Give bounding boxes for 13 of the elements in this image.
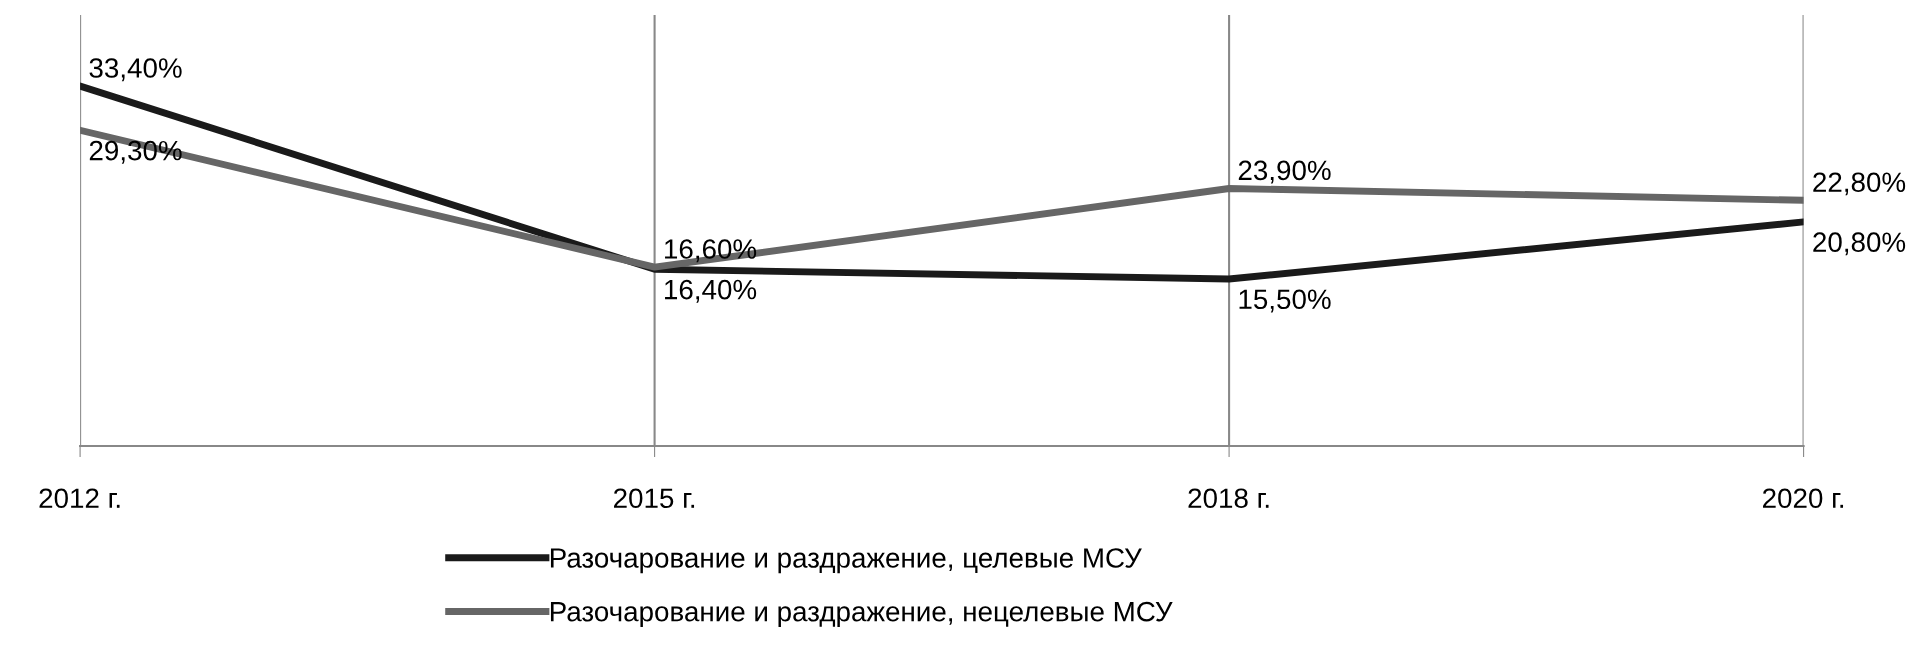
data-label: 22,80% xyxy=(1813,172,1906,196)
data-label: 16,60% xyxy=(665,239,757,263)
data-label: 33,40% xyxy=(89,58,182,82)
legend-label: Разочарование и раздражение, нецелевые МСУ xyxy=(550,601,1173,627)
x-tick-label: 2018 г. xyxy=(1188,488,1269,509)
legend-label: Разочарование и раздражение, целевые МСУ xyxy=(550,548,1142,574)
data-label: 16,40% xyxy=(665,279,757,303)
x-tick-label: 2012 г. xyxy=(39,488,120,509)
x-tick-label: 2015 г. xyxy=(614,488,695,509)
data-label: 23,90% xyxy=(1238,160,1331,184)
data-label: 20,80% xyxy=(1813,232,1906,256)
data-label: 15,50% xyxy=(1239,289,1331,313)
x-tick-label: 2020 г. xyxy=(1763,488,1844,509)
